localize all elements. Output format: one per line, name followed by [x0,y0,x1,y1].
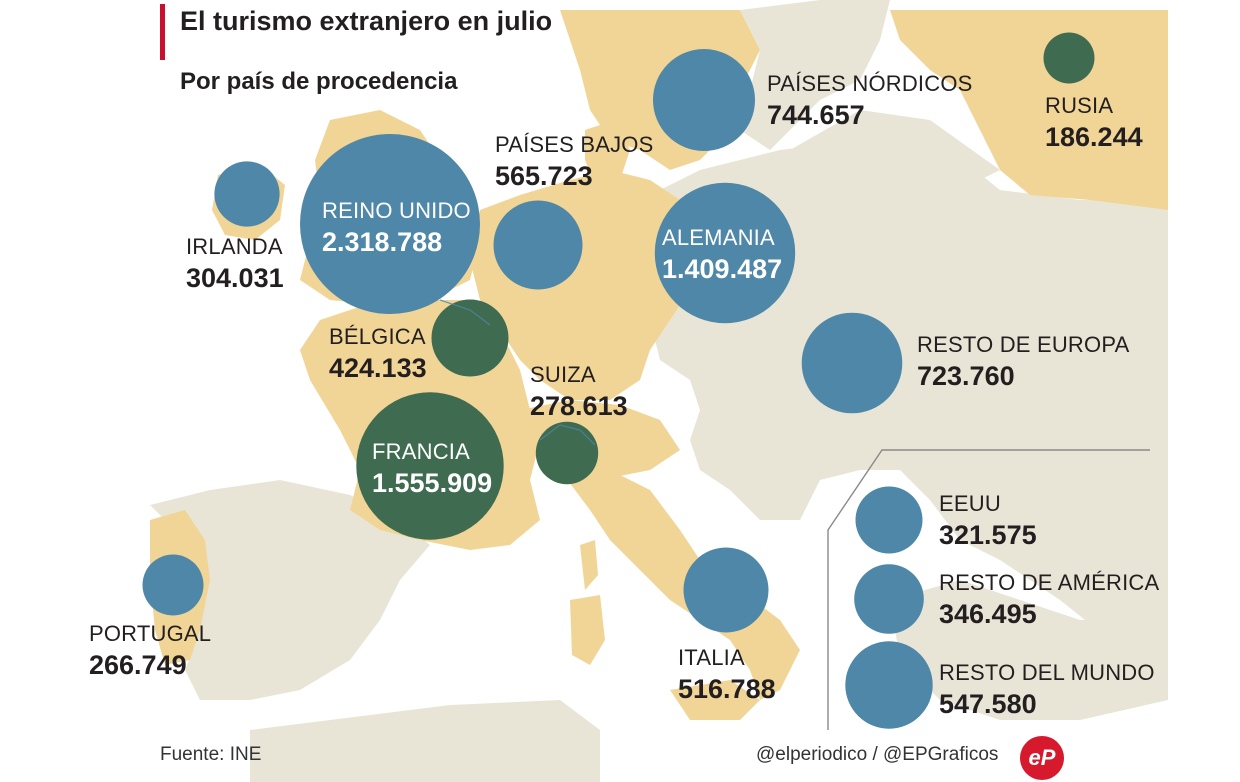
label-resto-de-europa: RESTO DE EUROPA 723.760 [917,334,1129,390]
label-suiza: SUIZA 278.613 [530,364,628,420]
bubble-irlanda [214,161,280,227]
bubble-francia [356,392,504,540]
bubble-bélgica [431,299,509,377]
label-name: BÉLGICA [329,324,426,349]
bubble-eeuu [855,486,923,554]
bubble-layer [142,32,1095,729]
label-name: ALEMANIA [662,225,775,250]
bubble-suiza [535,421,599,485]
bubble-reino-unido [300,134,480,314]
label-irlanda: IRLANDA 304.031 [186,236,284,292]
bubble-países-nórdicos [653,49,755,151]
label-value: 1.555.909 [372,468,493,498]
label-value: 2.318.788 [322,227,443,257]
source-note: Fuente: INE [160,744,262,765]
label-name: EEUU [939,491,1001,516]
label-name: PAÍSES BAJOS [495,132,654,157]
label-name: RUSIA [1045,93,1114,118]
label-resto-del-mundo: RESTO DEL MUNDO 547.580 [939,662,1155,718]
label-eeuu: EEUU 321.575 [939,493,1037,549]
label-value: 424.133 [329,353,427,383]
label-resto-de-america: RESTO DE AMÉRICA 346.495 [939,572,1159,628]
label-value: 723.760 [917,361,1015,391]
credit-note: @elperiodico / @EPGraficos [756,744,999,765]
label-value: 547.580 [939,689,1037,719]
label-name: RESTO DE AMÉRICA [939,570,1160,595]
label-belgica: BÉLGICA 424.133 [329,326,427,382]
label-name: IRLANDA [186,234,283,259]
elperiodico-logo: eP [1020,736,1064,780]
label-name: FRANCIA [372,439,470,464]
label-name: PAÍSES NÓRDICOS [767,71,973,96]
bubble-resto-de-europa [801,312,903,414]
label-value: 304.031 [186,263,284,293]
label-name: RESTO DEL MUNDO [939,660,1155,685]
label-value: 565.723 [495,161,593,191]
bubble-resto-de-américa [854,564,924,634]
label-value: 321.575 [939,520,1037,550]
label-paises-bajos: PAÍSES BAJOS 565.723 [495,134,654,190]
label-value: 346.495 [939,599,1037,629]
label-name: PORTUGAL [89,621,212,646]
label-value: 516.788 [678,674,776,704]
label-name: RESTO DE EUROPA [917,332,1130,357]
label-value: 1.409.487 [662,254,783,284]
bubble-países-bajos [493,200,583,290]
title-accent-bar [160,4,165,60]
label-portugal: PORTUGAL 266.749 [89,623,211,679]
label-alemania: ALEMANIA 1.409.487 [662,227,782,283]
country-outlines [439,299,596,446]
label-value: 186.244 [1045,122,1143,152]
page-subtitle: Por país de procedencia [180,68,458,95]
label-value: 278.613 [530,391,628,421]
page-title: El turismo extranjero en julio [180,6,553,36]
label-italia: ITALIA 516.788 [678,647,776,703]
inset-frame [827,449,1150,730]
label-paises-nordicos: PAÍSES NÓRDICOS 744.657 [767,73,973,129]
label-rusia: RUSIA 186.244 [1045,95,1143,151]
label-name: REINO UNIDO [322,198,471,223]
label-value: 266.749 [89,650,187,680]
label-name: SUIZA [530,362,596,387]
bubble-portugal [142,554,204,616]
bubble-alemania [654,182,796,324]
label-reino-unido: REINO UNIDO 2.318.788 [322,200,471,256]
bubble-rusia [1043,32,1095,84]
label-francia: FRANCIA 1.555.909 [372,441,492,497]
label-name: ITALIA [678,645,745,670]
label-value: 744.657 [767,100,865,130]
bubble-resto-del-mundo [845,641,933,729]
bubble-italia [683,547,769,633]
